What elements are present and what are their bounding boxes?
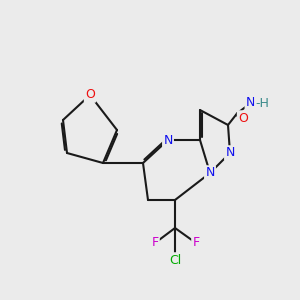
Text: N: N [205,167,215,179]
Text: Cl: Cl [169,254,181,266]
Text: O: O [85,88,95,101]
Text: N: N [246,95,255,109]
Text: F: F [152,236,159,250]
Text: -H: -H [256,97,269,110]
Text: N: N [225,146,235,160]
Text: F: F [192,236,200,250]
Text: N: N [163,134,173,146]
Text: O: O [238,112,248,124]
